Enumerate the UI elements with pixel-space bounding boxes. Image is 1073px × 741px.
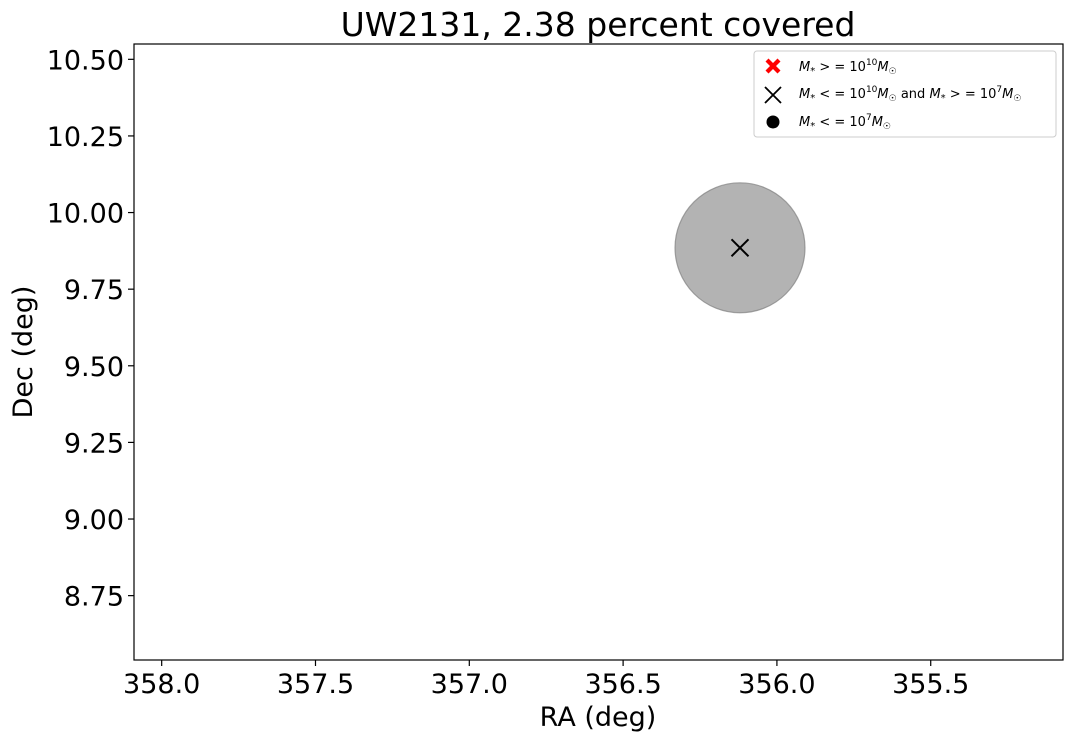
- legend-label-low-mass: M* < = 107M☉: [799, 113, 891, 132]
- legend-item-low-mass: M* < = 107M☉: [766, 113, 891, 132]
- x-tick-label: 356.0: [738, 669, 815, 700]
- x-tick-label: 356.5: [584, 669, 661, 700]
- y-axis-ticks: 8.75 9.00 9.25 9.50 9.75 10.00 10.25 10.50: [47, 45, 134, 613]
- y-tick-label: 9.75: [64, 275, 124, 306]
- x-tick-label: 358.0: [123, 669, 200, 700]
- legend-item-high-mass: M* > = 1010M☉: [765, 58, 897, 77]
- y-tick-label: 9.00: [64, 505, 124, 536]
- legend-label-high-mass: M* > = 1010M☉: [799, 58, 897, 77]
- x-tick-label: 357.0: [431, 669, 508, 700]
- y-tick-label: 8.75: [64, 582, 124, 613]
- legend-circle-marker: [766, 115, 780, 129]
- plot-area: [674, 182, 806, 314]
- y-tick-label: 10.00: [47, 199, 124, 230]
- legend-frame: [753, 50, 1057, 138]
- x-tick-label: 357.5: [277, 669, 354, 700]
- data-point-x-marker: [730, 238, 750, 258]
- legend-filled-x-marker: [765, 58, 781, 74]
- legend: M* > = 1010M☉ M* < = 1010M☉ and M* > = 1…: [753, 50, 1057, 138]
- legend-x-marker: [764, 86, 782, 104]
- x-axis-ticks: 358.0 357.5 357.0 356.5 356.0 355.5: [123, 660, 969, 700]
- y-tick-label: 9.25: [64, 428, 124, 459]
- y-axis-label: Dec (deg): [8, 286, 39, 419]
- legend-item-mid-mass: M* < = 1010M☉ and M* > = 107M☉: [764, 85, 1021, 104]
- chart-title: UW2131, 2.38 percent covered: [341, 5, 856, 44]
- x-axis-label: RA (deg): [540, 702, 657, 733]
- y-tick-label: 10.50: [47, 45, 124, 76]
- plot-frame: [133, 43, 1064, 661]
- y-tick-label: 10.25: [47, 122, 124, 153]
- x-tick-label: 355.5: [892, 669, 969, 700]
- legend-label-mid-mass: M* < = 1010M☉ and M* > = 107M☉: [799, 85, 1021, 104]
- y-tick-label: 9.50: [64, 352, 124, 383]
